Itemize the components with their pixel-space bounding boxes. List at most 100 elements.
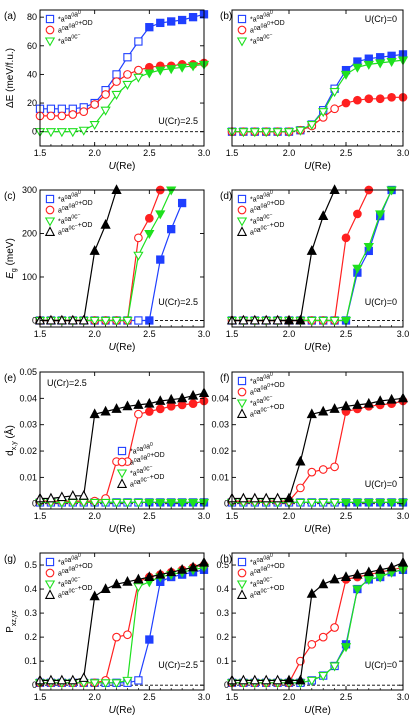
- x-tick-label: 3.0: [397, 148, 410, 158]
- data-point: [166, 186, 177, 196]
- panel-label: (e): [4, 373, 16, 384]
- x-axis-label: U(Re): [109, 161, 136, 172]
- data-point: [375, 210, 386, 220]
- data-point: [100, 679, 111, 689]
- legend-marker: [117, 446, 127, 456]
- data-point: [363, 60, 374, 70]
- legend-label: *a0a0c−: [250, 575, 273, 589]
- series-2: [34, 186, 177, 326]
- legend-label: *a0a0a0: [250, 372, 273, 386]
- data-point: [318, 578, 329, 589]
- y-tick-label: 20: [27, 98, 37, 108]
- legend-marker: [45, 205, 55, 215]
- panel-annotation: U(Cr)=0: [365, 297, 397, 307]
- data-point: [261, 674, 272, 685]
- data-point: [133, 498, 144, 508]
- plot-frame: [39, 189, 205, 328]
- y-tick-label: 0.04: [19, 393, 37, 403]
- data-point: [45, 674, 57, 685]
- data-point: [45, 314, 57, 325]
- data-point: [187, 62, 199, 72]
- y-tick-label: 0.3: [24, 608, 37, 618]
- data-point: [101, 90, 110, 99]
- plot-frame: [231, 189, 404, 328]
- panel-label: (d): [220, 191, 232, 202]
- legend-label: *a0a0c−: [58, 575, 81, 589]
- legend-label: *a0a0a0: [58, 553, 81, 567]
- legend-marker: [116, 469, 128, 479]
- plot-frame: [39, 552, 205, 691]
- x-tick-label: 3.0: [198, 511, 211, 521]
- data-point: [306, 245, 317, 255]
- panel-label: (g): [4, 554, 16, 565]
- series-3: [34, 184, 122, 325]
- data-point: [176, 63, 188, 73]
- x-tick-label: 2.0: [88, 511, 101, 521]
- legend-label: a0a0c−+OD: [250, 585, 284, 600]
- data-point: [363, 242, 374, 253]
- data-point: [78, 314, 89, 325]
- data-point: [166, 498, 177, 508]
- series-line: [232, 189, 336, 322]
- legend-label: *a0a0c−: [58, 32, 81, 46]
- data-point: [122, 80, 133, 90]
- x-tick-label: 2.0: [283, 329, 296, 339]
- data-point: [329, 184, 340, 194]
- legend-marker: [45, 557, 55, 567]
- y-tick-label: 80: [27, 12, 37, 22]
- panel-h: 1.5 2.0 2.5 3.0 0 0.1 0.2 0.3 0.4 0.5 U(Re) (h) U(Cr…: [216, 552, 409, 716]
- series-line: [232, 53, 404, 133]
- data-point: [100, 316, 111, 326]
- panel-b: 1.5 2.0 2.5 3.0 U(Re) (b) U(Cr)=0 *a0a0a0a0a0a0…: [220, 9, 410, 172]
- data-point: [329, 403, 340, 413]
- series-3: [226, 556, 409, 685]
- x-tick-label: 3.0: [198, 148, 211, 158]
- data-point: [133, 399, 144, 409]
- data-point: [261, 492, 272, 503]
- data-point: [68, 110, 78, 119]
- data-point: [249, 128, 260, 138]
- legend-marker: [236, 408, 248, 418]
- data-point: [156, 255, 165, 264]
- data-point: [375, 564, 386, 574]
- legend-marker: [44, 226, 56, 236]
- series-2: [34, 60, 210, 138]
- y-tick-label: 0: [224, 499, 229, 509]
- legend-label: *a0a0c−: [250, 212, 273, 226]
- legend-label: a0a0c−+OD: [58, 585, 92, 600]
- x-axis-label: U(Re): [304, 161, 331, 172]
- x-axis-label: U(Re): [109, 342, 136, 353]
- data-point: [112, 632, 121, 642]
- series-line: [232, 59, 404, 133]
- panel-e: 1.5 2.0 2.5 3.0 0 0.01 0.02 0.03 0.04 0.05 U(Re) dx…: [3, 367, 210, 535]
- data-point: [272, 674, 283, 685]
- panel-c: 1.5 2.0 2.5 3.0 0 100 200 300 U(Re) Eg (meV) (c) U(…: [4, 184, 210, 353]
- data-point: [144, 213, 154, 223]
- data-point: [100, 498, 111, 508]
- legend-label: a0a0a0+OD: [250, 382, 285, 397]
- data-point: [78, 672, 89, 682]
- data-point: [249, 674, 260, 685]
- x-tick-label: 2.5: [340, 511, 353, 521]
- plot-frame: [39, 9, 205, 147]
- panel-a: 1.5 2.0 2.5 3.0 0 20 40 60 80 U(Re) ΔE (meV/f.u.) (…: [4, 9, 211, 172]
- data-point: [340, 316, 352, 326]
- legend-label: a0a0a0+OD: [58, 200, 93, 215]
- data-point: [353, 95, 362, 105]
- data-point: [46, 104, 56, 113]
- legend-label: a0a0c−+OD: [250, 222, 284, 237]
- data-point: [329, 573, 340, 584]
- data-point: [100, 583, 111, 594]
- data-point: [67, 128, 78, 138]
- series-line: [40, 13, 205, 110]
- data-point: [156, 18, 165, 28]
- x-tick-label: 1.5: [226, 511, 239, 521]
- data-point: [261, 128, 272, 138]
- data-point: [78, 126, 89, 136]
- data-point: [134, 316, 143, 325]
- data-point: [134, 233, 143, 243]
- data-point: [111, 403, 122, 413]
- legend-label: a0a0c−+OD: [130, 474, 164, 489]
- data-point: [134, 65, 143, 75]
